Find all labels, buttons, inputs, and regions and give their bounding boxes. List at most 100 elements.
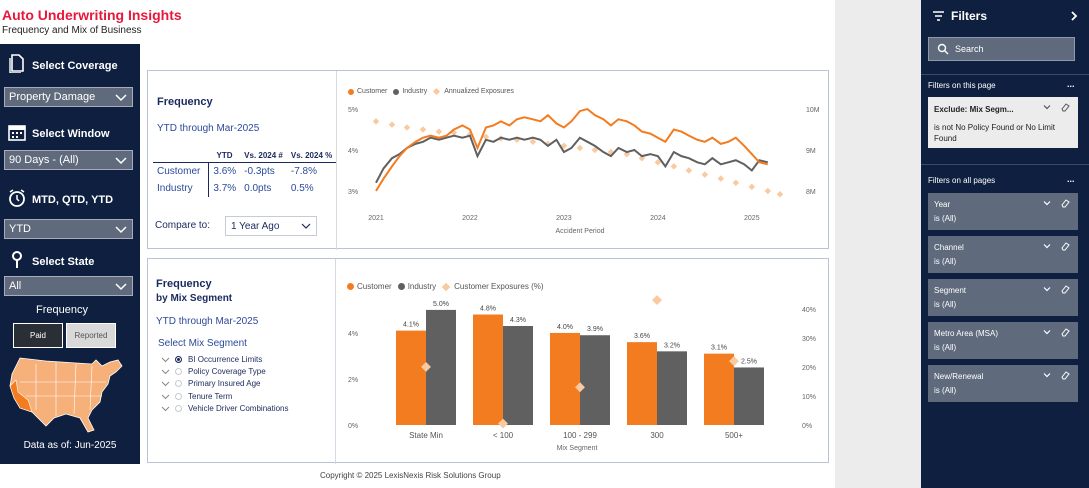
filters-search-input[interactable]: Search (928, 37, 1075, 61)
filter-card-year[interactable]: Year is (All) (928, 193, 1078, 230)
exposure-point (576, 144, 584, 152)
mix-option-coverage-type[interactable]: Policy Coverage Type (161, 365, 289, 377)
chevron-down-icon[interactable] (1042, 370, 1052, 380)
filters-pane: Filters Search Filters on this page ... … (921, 0, 1089, 488)
reported-button[interactable]: Reported (66, 323, 116, 348)
radio-button[interactable] (175, 367, 182, 375)
exposure-point (717, 175, 725, 182)
row-ytd: 3.6% (213, 166, 237, 177)
y-tick-label: 5% (348, 107, 358, 114)
y-tick-label: 0% (348, 423, 358, 430)
chevron-right-icon[interactable] (1069, 10, 1079, 22)
exposure-point (748, 183, 756, 191)
filter-card-exclude[interactable]: Exclude: Mix Segm... is not No Policy Fo… (928, 97, 1078, 148)
legend-industry: Industry (402, 88, 428, 95)
y2-tick-label: 10M (806, 107, 820, 114)
chevron-down-icon (161, 381, 170, 387)
exposure-point (403, 124, 411, 131)
frequency-line-chart[interactable]: 3% 4% 5% 8M 9M 10M 2021 2022 2023 2024 2025 Acciden… (340, 99, 826, 247)
eraser-icon[interactable] (1060, 102, 1070, 112)
mix-option-bi-limits[interactable]: BI Occurrence Limits (161, 353, 289, 365)
filter-icon (933, 11, 944, 21)
chevron-down-icon (161, 369, 170, 375)
frequency-toggle-label: Frequency (36, 304, 88, 316)
mix-option-insured-age[interactable]: Primary Insured Age (161, 378, 289, 390)
exposure-point (701, 171, 709, 178)
filter-card-value: is (All) (934, 300, 957, 309)
mix-option-label: BI Occurrence Limits (188, 354, 263, 364)
col-vs-pct: Vs. 2024 % (286, 149, 337, 163)
frequency-card: Frequency YTD through Mar-2025 YTD Vs. 2… (147, 70, 829, 250)
row-vs-num: 0.0pts (244, 183, 272, 194)
radio-button[interactable] (175, 380, 182, 388)
filter-card-title: Segment (934, 286, 967, 295)
more-options-icon[interactable]: ... (1067, 79, 1075, 89)
radio-button[interactable] (175, 404, 182, 412)
radio-button[interactable] (175, 392, 182, 400)
legend-industry-marker (397, 283, 405, 290)
filter-card-title: New/Renewal (934, 372, 984, 381)
eraser-icon[interactable] (1060, 370, 1070, 380)
mix-option-tenure[interactable]: Tenure Term (161, 390, 289, 402)
exposure-point (529, 138, 537, 146)
chevron-down-icon[interactable] (1042, 241, 1052, 251)
eraser-icon[interactable] (1060, 327, 1070, 337)
filter-card-value: is (All) (934, 257, 957, 266)
radio-button[interactable] (175, 355, 182, 363)
exposure-point (729, 356, 739, 367)
table-row: Industry 3.7% 0.0pts 0.5% (153, 180, 336, 197)
col-ytd: YTD (208, 149, 241, 163)
legend-customer-marker (347, 283, 354, 290)
state-select[interactable]: All (4, 276, 133, 296)
eraser-icon[interactable] (1060, 198, 1070, 208)
us-state-map[interactable] (6, 352, 126, 434)
industry-bar (734, 367, 764, 425)
more-options-icon[interactable]: ... (1067, 174, 1075, 184)
card-divider (336, 71, 337, 250)
filter-card-segment[interactable]: Segment is (All) (928, 279, 1078, 316)
eraser-icon[interactable] (1060, 284, 1070, 294)
paid-button[interactable]: Paid (13, 323, 63, 348)
app-title: Auto Underwriting Insights (2, 7, 182, 23)
location-pin-icon (12, 251, 22, 268)
filter-card-channel[interactable]: Channel is (All) (928, 236, 1078, 273)
exposure-point (372, 118, 380, 125)
category-label: 500+ (725, 431, 743, 440)
chevron-down-icon[interactable] (1042, 284, 1052, 294)
bar-legend: Customer Industry Customer Exposures (%) (347, 282, 544, 291)
filter-card-new-renewal[interactable]: New/Renewal is (All) (928, 365, 1078, 402)
x-tick-label: 2021 (368, 215, 384, 222)
category-label: 100 - 299 (563, 431, 597, 440)
eraser-icon[interactable] (1060, 241, 1070, 251)
state-label: Select State (32, 256, 95, 268)
filter-card-metro-area[interactable]: Metro Area (MSA) is (All) (928, 322, 1078, 359)
chevron-down-icon[interactable] (1042, 198, 1052, 208)
mix-segment-bar-chart[interactable]: 0% 2% 4% 0% 10% 20% 30% 40% 4.1% 5.0% State Min 4.8… (340, 295, 826, 461)
exposure-point (575, 382, 585, 393)
industry-bar (426, 309, 456, 425)
period-select[interactable]: YTD (4, 219, 133, 239)
y2-tick-label: 9M (806, 148, 816, 155)
alarm-clock-icon (9, 189, 25, 207)
legend-exposure-marker (433, 87, 441, 96)
search-placeholder: Search (955, 44, 984, 54)
window-select[interactable]: 90 Days - (All) (4, 150, 133, 170)
compare-select[interactable]: 1 Year Ago (225, 216, 317, 236)
app-subtitle: Frequency and Mix of Business (2, 25, 142, 36)
chevron-down-icon[interactable] (1042, 327, 1052, 337)
mix-option-vehicle-driver[interactable]: Vehicle Driver Combinations (161, 402, 289, 414)
chevron-down-icon (161, 357, 170, 362)
row-vs-pct: 0.5% (290, 183, 314, 194)
row-label: Industry (153, 180, 210, 197)
legend-industry: Industry (407, 282, 437, 291)
chevron-down-icon[interactable] (1042, 102, 1052, 112)
period-value: YTD (9, 223, 31, 235)
legend-customer-marker (348, 88, 354, 95)
exposure-point (388, 121, 396, 128)
coverage-select[interactable]: Property Damage (4, 87, 133, 107)
industry-line (375, 134, 769, 184)
line-legend: Customer Industry Annualized Exposures (348, 87, 514, 96)
filters-on-page-label: Filters on this page (928, 81, 996, 90)
calendar-icon (8, 125, 26, 141)
category-label: < 100 (493, 431, 514, 440)
